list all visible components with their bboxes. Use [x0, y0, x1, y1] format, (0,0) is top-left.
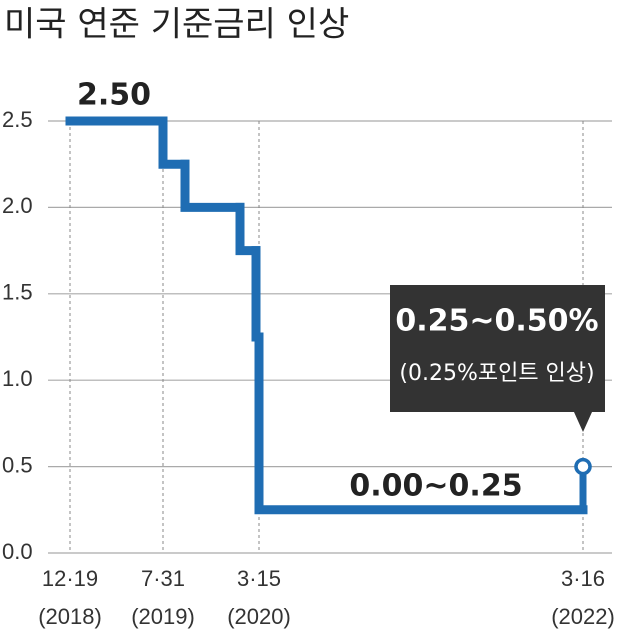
x-tick-year: (2018) — [38, 604, 102, 629]
step-segment — [254, 332, 588, 515]
step-segment — [158, 116, 190, 169]
point — [574, 457, 592, 476]
x-tick-label: 12·19 — [42, 566, 98, 591]
x-tick-label: 3·16 — [561, 566, 605, 591]
step-segment — [251, 246, 264, 342]
y-tick-label: 0.5 — [2, 452, 33, 477]
annotation: 2.50 — [77, 78, 151, 113]
x-tick-year: (2020) — [227, 604, 291, 629]
y-tick-label: 1.0 — [2, 366, 33, 391]
x-tick-label: 3·15 — [237, 566, 281, 591]
y-tick-label: 2.5 — [2, 107, 33, 132]
x-tick-year: (2022) — [551, 604, 615, 629]
chart-title: 미국 연준 기준금리 인상 — [4, 5, 349, 45]
y-tick-label: 2.0 — [2, 193, 33, 218]
x-tick-year: (2019) — [131, 604, 195, 629]
step-segment — [235, 202, 261, 256]
y-tick-label: 1.5 — [2, 280, 33, 305]
callout-title: 0.25~0.50% — [395, 304, 598, 339]
callout-box — [390, 285, 605, 432]
callout-note: (0.25%포인트 인상) — [399, 361, 594, 386]
x-tick-label: 7·31 — [141, 566, 185, 591]
plot — [65, 116, 592, 515]
step-segment — [180, 159, 245, 212]
annotation: 0.00~0.25 — [349, 469, 522, 504]
y-tick-label: 0.0 — [2, 539, 33, 564]
